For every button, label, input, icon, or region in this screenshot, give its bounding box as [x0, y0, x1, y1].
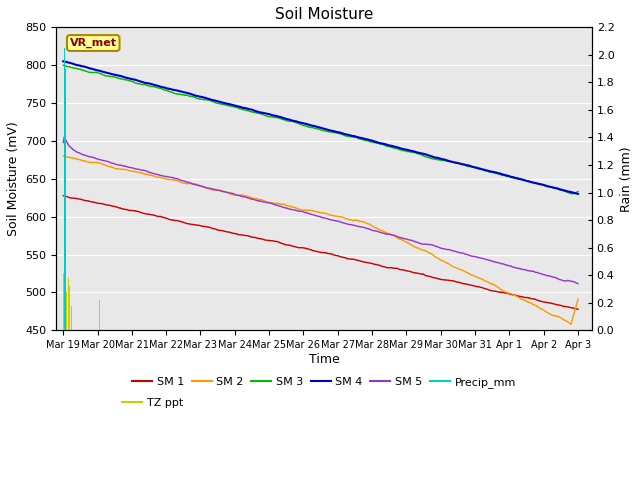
Y-axis label: Soil Moisture (mV): Soil Moisture (mV) [7, 121, 20, 236]
Text: VR_met: VR_met [70, 38, 116, 48]
Bar [64, 48, 65, 330]
Y-axis label: Rain (mm): Rain (mm) [620, 146, 633, 212]
Legend: TZ ppt: TZ ppt [118, 394, 188, 412]
X-axis label: Time: Time [308, 353, 339, 366]
Bar [64, 259, 65, 330]
Title: Soil Moisture: Soil Moisture [275, 7, 373, 22]
Bar [65, 69, 66, 330]
Bar [69, 286, 70, 330]
Bar [99, 300, 100, 330]
Bar [68, 278, 69, 330]
